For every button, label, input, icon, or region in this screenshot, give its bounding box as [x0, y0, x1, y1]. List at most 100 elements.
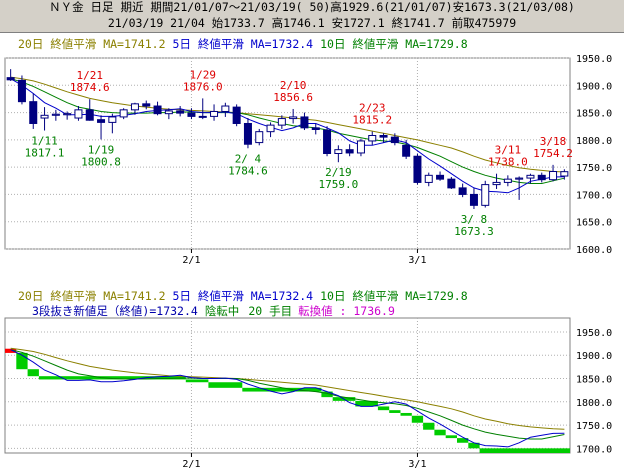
candle-body [379, 134, 388, 138]
annotation-date: 2/19 [325, 166, 352, 179]
annotation-date: 3/18 [540, 135, 567, 148]
candle [51, 109, 60, 121]
candle [277, 115, 286, 129]
candle-body [526, 174, 535, 179]
annotation-value: 1754.2 [533, 147, 573, 160]
candle [153, 101, 162, 116]
line-break-brick [27, 369, 39, 377]
annotation-date: 1/21 [77, 69, 104, 82]
candle [176, 106, 185, 117]
annotation-value: 1874.6 [70, 81, 110, 94]
candle-body [40, 114, 49, 119]
candle [300, 112, 309, 131]
candle [549, 164, 558, 182]
candle [97, 115, 106, 140]
candle [345, 144, 354, 157]
y-tick-label: 1800.0 [576, 136, 612, 147]
line-break-state: 陰転中 [205, 304, 240, 318]
line-break-count: 20 手目 [248, 304, 292, 318]
line-break-label: 3段抜き新値足（終値)=1732.4 [32, 304, 198, 318]
candle [130, 102, 139, 115]
y-tick-label: 1700.0 [576, 190, 612, 201]
candle-body [142, 103, 151, 107]
annotation-date: 3/ 8 [461, 213, 488, 226]
y-tick-label: 1950.0 [576, 328, 612, 339]
candle [492, 173, 501, 189]
candle [108, 113, 117, 134]
candle-body [345, 149, 354, 154]
line-break-brick [38, 376, 186, 380]
annotation-value: 1784.6 [228, 164, 268, 177]
candle-body [413, 155, 422, 183]
annotation-value: 1759.0 [318, 178, 358, 191]
annotation-date: 2/ 4 [235, 152, 262, 165]
annotation-value: 1817.1 [25, 147, 65, 160]
ma10-line [10, 78, 565, 184]
annotation-date: 2/10 [280, 79, 307, 92]
chart-header-last-bar: 21/03/19 21/04 始1733.7 高1746.1 安1727.1 終… [0, 16, 624, 33]
candle-body [402, 144, 411, 157]
candle-body [300, 116, 309, 129]
candle-body [164, 110, 173, 115]
line-break-brick [411, 415, 424, 423]
line-break-brick [468, 442, 480, 449]
y-tick-label: 1900.0 [576, 81, 612, 92]
line-break-brick [321, 391, 333, 398]
line-break-brick [355, 400, 378, 407]
line-break-brick [208, 382, 243, 388]
plot-area [4, 57, 571, 250]
candle-body [6, 77, 15, 81]
candle [481, 180, 490, 208]
candle-body [469, 193, 478, 206]
line-break-brick [457, 438, 469, 443]
line-break-brick [242, 387, 322, 392]
candle-body [255, 131, 264, 144]
annotation-value: 1800.8 [81, 155, 121, 168]
candle [323, 126, 332, 157]
annotation-value: 1876.0 [183, 80, 223, 93]
candle [379, 133, 388, 143]
candle-body [368, 134, 377, 142]
candle-body [458, 187, 467, 195]
candle [537, 172, 546, 183]
candle-body [560, 171, 569, 177]
line-break-brick [389, 410, 401, 413]
candle [390, 133, 399, 146]
annotation-date: 1/19 [88, 143, 115, 156]
candle [40, 107, 49, 131]
annotation-date: 2/23 [359, 102, 386, 115]
candle-body [549, 171, 558, 181]
candle-body [85, 109, 94, 121]
candle [526, 173, 535, 184]
candle [515, 176, 524, 200]
candle [356, 138, 365, 157]
candle [6, 69, 15, 81]
chart-header-summary: ＮＹ金 日足 期近 期間21/01/07～21/03/19( 50)高1929.… [0, 0, 624, 17]
annotation-date: 1/11 [31, 135, 58, 148]
line-break-brick [5, 348, 17, 353]
ma20-line [10, 76, 565, 173]
candle [74, 106, 83, 121]
y-tick-label: 1800.0 [576, 398, 612, 409]
line-break-brick [16, 352, 28, 370]
candlestick-panel: 1950.0 1900.0 1850.0 1800.0 1750.0 1700.0 1650… [4, 37, 612, 266]
candle-body [74, 109, 83, 119]
candle [402, 139, 411, 159]
candle-body [108, 116, 117, 123]
candle-body [323, 129, 332, 154]
candle-body [356, 140, 365, 154]
candle-body [289, 116, 298, 120]
legend: 20日 終値平滑 MA=1741.2 5日 終値平滑 MA=1732.4 10日 終… [18, 289, 468, 303]
legend-ma5: 5日 終値平滑 MA=1732.4 [173, 289, 314, 303]
line-break-brick [377, 406, 390, 411]
candle-body [176, 110, 185, 114]
line-break-brick [423, 422, 435, 430]
candle-body [29, 101, 38, 124]
candle-body [153, 105, 162, 115]
annotation-value: 1856.6 [273, 91, 313, 104]
line-break-reversal: 転換値 : 1736.9 [298, 304, 395, 318]
y-tick-label: 1850.0 [576, 375, 612, 386]
line-break-panel: 1950.0 1900.0 1850.0 1800.0 1750.0 1700.0 2/1 3… [4, 289, 612, 470]
ma20-line [10, 347, 565, 430]
